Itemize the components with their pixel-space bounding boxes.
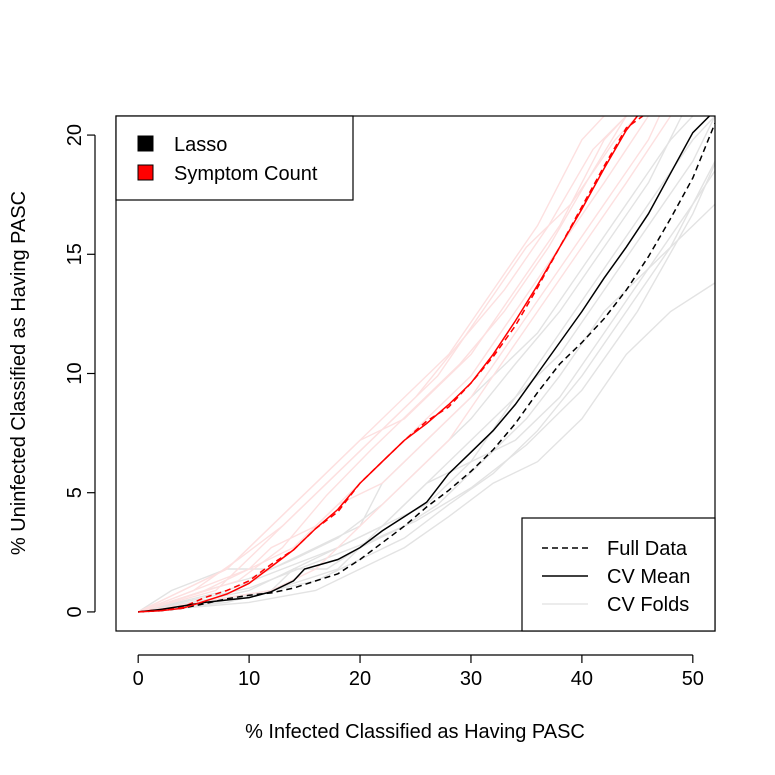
y-tick-label: 5 bbox=[64, 487, 86, 498]
legend-lines: Full Data CV Mean CV Folds bbox=[521, 517, 716, 632]
y-tick-label: 15 bbox=[64, 243, 86, 265]
legend-lasso-label: Lasso bbox=[174, 134, 227, 156]
series-lasso-cv-fold-7 bbox=[138, 170, 715, 613]
y-axis-label: % Uninfected Classified as Having PASC bbox=[8, 191, 30, 555]
legend-lines-box bbox=[521, 517, 716, 632]
legend-cv-folds-label: CV Folds bbox=[607, 594, 689, 616]
plot-frame bbox=[115, 115, 716, 632]
series-lasso-cv-fold-9 bbox=[138, 116, 715, 613]
series-lasso-cv-fold-5 bbox=[138, 282, 715, 613]
legend-symptom-count-swatch bbox=[137, 164, 154, 181]
series-symptom-count-cv-fold-8 bbox=[137, 116, 627, 613]
x-tick-label: 40 bbox=[571, 668, 593, 690]
y-tick-label: 20 bbox=[64, 124, 86, 146]
series-symptom-count-cv-fold-6 bbox=[138, 116, 672, 613]
legend-full-data-label: Full Data bbox=[607, 538, 688, 560]
series-lasso-cv-mean bbox=[138, 116, 711, 613]
legend-models: Lasso Symptom Count bbox=[115, 115, 354, 201]
x-tick-label: 30 bbox=[460, 668, 482, 690]
series-symptom-count-cv-fold-3 bbox=[137, 116, 605, 613]
series-lasso-cv-fold-8 bbox=[138, 163, 715, 613]
axes-layer: 0 10 20 30 40 50 0 5 10 15 20 bbox=[64, 124, 704, 690]
y-tick-label: 10 bbox=[64, 362, 86, 384]
series-lasso-full-data bbox=[138, 122, 715, 613]
y-tick-label: 0 bbox=[64, 606, 86, 617]
x-tick-label: 20 bbox=[349, 668, 371, 690]
legend-models-box bbox=[115, 115, 354, 201]
series-layer bbox=[137, 116, 715, 613]
legend-cv-mean-label: CV Mean bbox=[607, 566, 690, 588]
series-symptom-count-cv-mean bbox=[138, 116, 638, 613]
series-lasso-cv-fold-2 bbox=[138, 116, 715, 613]
series-symptom-count-cv-fold-4 bbox=[137, 116, 661, 613]
x-axis-label: % Infected Classified as Having PASC bbox=[245, 721, 585, 743]
x-tick-label: 50 bbox=[682, 668, 704, 690]
x-tick-label: 0 bbox=[133, 668, 144, 690]
legend-lasso-swatch bbox=[137, 135, 154, 152]
x-tick-label: 10 bbox=[238, 668, 260, 690]
legend-symptom-count-label: Symptom Count bbox=[174, 163, 318, 185]
series-symptom-count-cv-fold-7 bbox=[138, 116, 638, 613]
